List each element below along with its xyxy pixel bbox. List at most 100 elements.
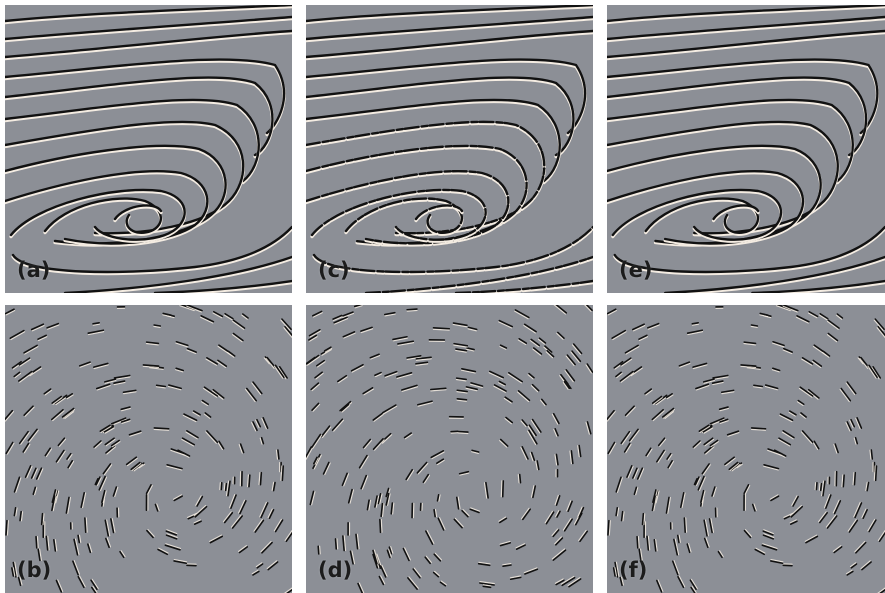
flow-spot bbox=[632, 467, 639, 480]
flow-spot bbox=[529, 451, 536, 462]
streamline-highlight bbox=[5, 5, 292, 25]
flow-spot bbox=[119, 550, 126, 559]
flow-spot bbox=[93, 440, 103, 449]
streamline-highlight bbox=[665, 257, 885, 293]
flow-spot bbox=[769, 494, 780, 502]
flow-spot bbox=[165, 533, 178, 540]
flow-spot bbox=[87, 543, 93, 554]
flow-spot bbox=[620, 430, 632, 445]
flow-spot bbox=[781, 430, 795, 440]
flow-spot bbox=[503, 396, 513, 404]
flow-spot bbox=[453, 517, 464, 529]
flow-spot bbox=[313, 456, 319, 465]
flow-spot bbox=[331, 418, 345, 432]
streamline bbox=[9, 188, 186, 241]
flow-spot bbox=[19, 510, 24, 522]
flow-spot bbox=[122, 389, 137, 395]
flow-spot bbox=[859, 356, 870, 369]
flow-spot bbox=[691, 321, 700, 326]
streamline-highlight bbox=[5, 31, 292, 61]
streamline-image-c bbox=[306, 5, 593, 293]
flow-spot bbox=[205, 430, 219, 444]
flow-spot bbox=[412, 567, 422, 579]
streamline bbox=[5, 58, 286, 135]
flow-spot bbox=[873, 318, 885, 331]
flow-spot bbox=[626, 465, 634, 479]
flow-spot bbox=[555, 510, 561, 518]
streamline bbox=[607, 58, 879, 135]
flow-spot bbox=[407, 576, 419, 590]
flow-spot bbox=[467, 326, 478, 332]
flow-spot bbox=[381, 404, 398, 415]
streamline-image-e bbox=[607, 5, 885, 293]
flow-spot bbox=[607, 441, 617, 455]
flow-spot bbox=[357, 582, 365, 593]
flow-spot bbox=[502, 563, 512, 568]
flow-spot bbox=[507, 371, 523, 384]
streamline bbox=[663, 255, 885, 293]
flow-spot bbox=[697, 475, 706, 491]
flow-spot bbox=[578, 529, 589, 543]
flow-spot bbox=[619, 576, 624, 587]
flow-spot bbox=[436, 458, 445, 465]
streamline bbox=[364, 255, 593, 293]
flow-spot bbox=[718, 406, 729, 412]
flow-spot bbox=[5, 441, 15, 455]
flow-spot bbox=[225, 480, 231, 497]
flow-spot bbox=[403, 432, 413, 440]
flow-spot bbox=[667, 459, 674, 469]
flow-spot bbox=[417, 400, 433, 407]
flow-spot bbox=[686, 329, 704, 336]
flow-spot bbox=[145, 484, 153, 495]
flow-spot bbox=[871, 366, 882, 380]
flow-spot bbox=[523, 567, 539, 575]
streamline-highlight bbox=[613, 227, 885, 276]
flow-spot bbox=[379, 564, 388, 578]
flow-spot bbox=[378, 575, 386, 586]
flow-spot bbox=[845, 569, 854, 576]
flow-spot bbox=[369, 353, 381, 360]
flow-spot bbox=[740, 364, 757, 369]
streamline bbox=[11, 225, 292, 274]
flow-spot bbox=[186, 305, 203, 313]
flow-spot bbox=[13, 476, 22, 493]
flow-spot bbox=[155, 384, 167, 389]
flow-spot bbox=[308, 328, 322, 338]
streamline bbox=[306, 15, 593, 41]
flow-spot bbox=[265, 356, 276, 369]
flow-spot bbox=[456, 389, 468, 394]
flow-spot bbox=[104, 378, 117, 384]
flow-spot bbox=[657, 437, 667, 447]
flow-spot bbox=[709, 439, 719, 448]
flow-spot bbox=[515, 543, 526, 550]
streamline-highlight bbox=[11, 227, 292, 276]
flow-spot bbox=[203, 386, 219, 398]
flow-spot bbox=[203, 412, 212, 419]
flow-spot bbox=[153, 427, 170, 431]
streamline bbox=[454, 279, 593, 293]
flow-spot bbox=[641, 512, 646, 526]
flow-spot bbox=[527, 372, 535, 380]
flow-spot bbox=[238, 545, 249, 554]
flow-spot bbox=[251, 421, 258, 432]
flow-spot bbox=[317, 545, 321, 555]
flow-spot bbox=[677, 534, 681, 544]
flow-spot bbox=[261, 417, 269, 430]
flow-spot bbox=[98, 475, 108, 491]
flow-spot bbox=[762, 533, 775, 540]
flow-spot bbox=[379, 518, 383, 534]
flow-spot bbox=[860, 560, 872, 571]
flow-spot bbox=[67, 459, 75, 469]
streamline-highlight bbox=[306, 31, 593, 61]
spot-image-f bbox=[607, 305, 885, 593]
flow-spot bbox=[554, 536, 564, 546]
flow-spot bbox=[334, 538, 339, 550]
flow-spot bbox=[103, 425, 115, 434]
flow-spot bbox=[585, 421, 592, 435]
flow-spot bbox=[692, 440, 702, 449]
flow-spot bbox=[32, 486, 38, 496]
flow-spot bbox=[867, 364, 878, 379]
flow-spot bbox=[238, 499, 247, 515]
flow-spot bbox=[87, 329, 105, 336]
flow-spot bbox=[834, 470, 838, 487]
